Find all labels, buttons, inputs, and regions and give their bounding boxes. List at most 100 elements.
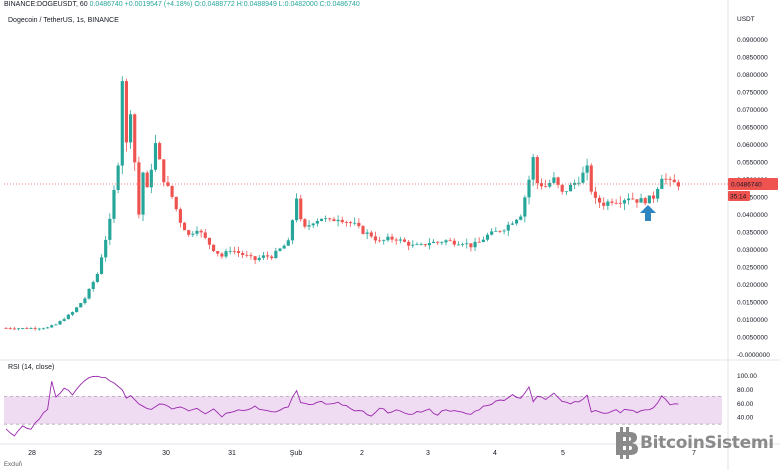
candle	[593, 186, 597, 204]
candle-body	[149, 169, 153, 188]
candle	[473, 237, 477, 251]
candle-body	[16, 328, 21, 330]
candle-body	[62, 319, 66, 322]
candle	[660, 174, 664, 190]
candle-body	[581, 172, 585, 183]
candle	[95, 272, 99, 283]
candle	[531, 153, 535, 187]
candle	[407, 239, 411, 251]
candle-body	[548, 182, 552, 187]
candle	[33, 326, 37, 331]
candle	[236, 246, 241, 258]
candle	[382, 239, 386, 245]
price-tick-label: 0.0750000	[737, 89, 768, 96]
candle-body	[129, 114, 133, 143]
candle	[622, 198, 627, 211]
price-tick-label: 0.0300000	[737, 247, 768, 254]
candle-body	[639, 198, 643, 203]
candle	[369, 230, 373, 239]
candle	[153, 134, 158, 172]
price-unit-label: USDT	[737, 16, 755, 23]
candle	[311, 222, 315, 229]
candle	[436, 241, 440, 245]
candle	[245, 250, 249, 258]
candle-body	[465, 243, 469, 245]
up-arrow-icon	[640, 205, 656, 221]
candle-body	[597, 197, 602, 203]
candle	[29, 327, 33, 330]
candle	[357, 218, 361, 229]
rsi-tick-label: 40.00	[737, 415, 754, 422]
candle-body	[58, 321, 62, 325]
candle	[257, 255, 261, 262]
candle	[203, 229, 207, 240]
candle	[91, 280, 95, 292]
candle	[54, 323, 58, 326]
candle-body	[369, 232, 373, 237]
price-tick-label: 0.0600000	[737, 142, 768, 149]
candle	[21, 327, 25, 330]
candle	[498, 230, 502, 234]
candle-body	[440, 242, 444, 244]
candle-body	[485, 234, 490, 240]
symbol-header: BINANCE:DOGEUSDT, 60 0.0486740 +0.001954…	[0, 0, 780, 10]
candle	[535, 155, 539, 190]
candle-body	[311, 223, 315, 226]
candle-body	[606, 201, 610, 206]
candle-body	[423, 244, 427, 246]
candle-body	[452, 240, 456, 245]
candle-body	[224, 251, 228, 257]
candle-body	[174, 196, 178, 210]
candle-body	[407, 241, 411, 246]
candle	[162, 159, 166, 187]
price-tick-label: 0.0200000	[737, 282, 768, 289]
candle-body	[473, 241, 477, 248]
candle	[99, 254, 104, 275]
candle-body	[539, 183, 544, 187]
candle-body	[91, 281, 95, 289]
candle	[411, 240, 415, 248]
candle	[166, 176, 170, 188]
candle	[12, 326, 16, 330]
rsi-line	[5, 375, 679, 437]
candle-body	[631, 198, 635, 200]
candle-body	[295, 198, 299, 221]
candle	[577, 176, 581, 187]
candle-body	[178, 209, 182, 223]
candle-body	[602, 202, 606, 206]
candle	[676, 179, 680, 191]
time-tick-label: 2	[360, 450, 364, 457]
candle	[83, 296, 87, 305]
candle-body	[286, 240, 290, 246]
candle	[631, 192, 635, 200]
candle-body	[610, 201, 614, 203]
price-tick-label: 0.0700000	[737, 107, 768, 114]
pair-title: Dogecoin / TetherUS, 1s, BINANCE	[8, 17, 119, 24]
candle-body	[46, 327, 50, 329]
candle	[46, 326, 50, 329]
candle	[129, 110, 133, 149]
candle-body	[643, 198, 647, 204]
candle	[668, 176, 672, 187]
candle	[220, 251, 224, 259]
candle	[643, 196, 647, 206]
candle	[394, 237, 398, 245]
price-tick-label: 0.0150000	[737, 299, 768, 306]
candle	[278, 247, 282, 252]
candle-body	[523, 197, 527, 217]
candle	[307, 220, 311, 230]
candle	[340, 216, 344, 224]
candle	[527, 175, 531, 205]
price-tick-label: 0.0650000	[737, 124, 768, 131]
candle	[216, 250, 220, 257]
candle	[481, 236, 485, 243]
candle-body	[249, 255, 253, 257]
candle-body	[265, 255, 270, 257]
candle-body	[303, 219, 307, 227]
candle-body	[319, 218, 324, 221]
candle-body	[585, 165, 589, 173]
candle	[647, 195, 651, 204]
time-tick-label: 29	[94, 450, 102, 457]
candle	[523, 195, 527, 223]
